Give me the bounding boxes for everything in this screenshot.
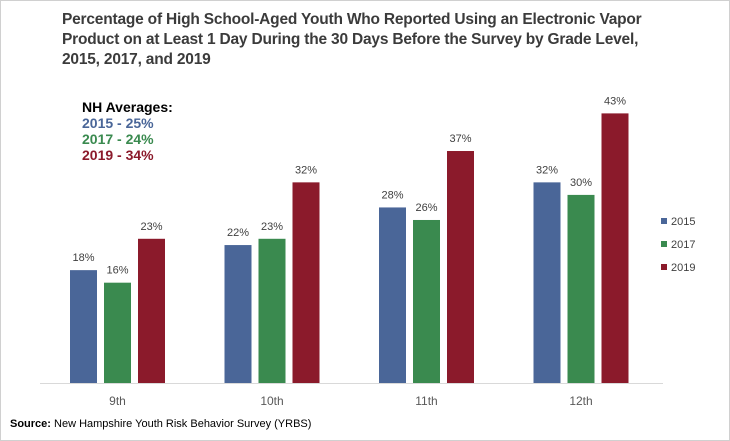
bar-2019-12th [601, 113, 629, 383]
bar-2015-9th [70, 270, 97, 383]
legend-label-2017: 2017 [671, 239, 695, 251]
data-label-2019-9th: 23% [140, 221, 162, 233]
source-label: Source: [10, 418, 51, 430]
bar-2015-10th [224, 245, 252, 383]
data-label-2015-11th: 28% [381, 189, 403, 201]
bar-2015-11th [379, 207, 406, 383]
data-label-2015-10th: 22% [227, 227, 249, 239]
legend-swatch-2015 [661, 218, 667, 224]
bar-2017-12th [567, 194, 595, 383]
nh-average-2017: 2017 - 24% [82, 131, 154, 147]
nh-averages-annotation: NH Averages: 2015 - 25% 2017 - 24% 2019 … [82, 99, 173, 163]
x-tick-label-10th: 10th [260, 394, 283, 408]
data-label-2017-12th: 30% [570, 177, 592, 189]
bar-2019-11th [447, 151, 474, 383]
bar-2019-9th [138, 238, 165, 383]
x-tick-label-12th: 12th [569, 394, 592, 408]
x-tick-label-11th: 11th [415, 394, 437, 408]
legend-label-2015: 2015 [671, 216, 695, 228]
bar-2017-11th [413, 219, 440, 383]
nh-average-2019: 2019 - 34% [82, 147, 154, 163]
source-text: New Hampshire Youth Risk Behavior Survey… [50, 418, 312, 430]
legend-swatch-2019 [661, 264, 667, 270]
legend-label-2019: 2019 [671, 262, 695, 274]
data-label-2017-10th: 23% [261, 221, 283, 233]
data-label-2019-12th: 43% [604, 95, 626, 107]
bar-2015-12th [533, 182, 561, 383]
data-label-2019-10th: 32% [295, 164, 317, 176]
bar-2017-9th [104, 282, 131, 383]
data-label-2015-12th: 32% [536, 164, 558, 176]
nh-averages-heading: NH Averages: [82, 99, 173, 115]
x-tick-label-9th: 9th [109, 394, 126, 408]
chart-title: Percentage of High School-Aged Youth Who… [62, 11, 642, 68]
data-label-2019-11th: 37% [449, 133, 471, 145]
nh-average-2015: 2015 - 25% [82, 115, 154, 131]
bar-2017-10th [258, 238, 286, 383]
bar-2019-10th [292, 182, 320, 383]
data-label-2017-9th: 16% [106, 265, 128, 277]
data-label-2017-11th: 26% [415, 202, 437, 214]
source-note: Source: New Hampshire Youth Risk Behavio… [10, 418, 311, 430]
data-label-2015-9th: 18% [72, 252, 94, 264]
legend-swatch-2017 [661, 241, 667, 247]
